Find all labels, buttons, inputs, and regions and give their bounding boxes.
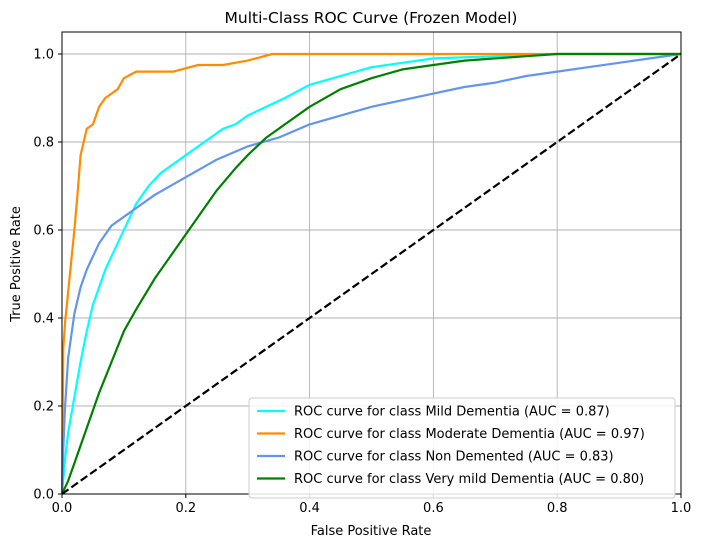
y-tick-label: 0.2 <box>33 400 54 415</box>
x-tick-label: 0.8 <box>547 501 568 516</box>
chart-title: Multi-Class ROC Curve (Frozen Model) <box>225 9 518 27</box>
legend: ROC curve for class Mild Dementia (AUC =… <box>248 397 676 499</box>
legend-entry-label: ROC curve for class Very mild Dementia (… <box>294 472 644 487</box>
y-tick-label: 1.0 <box>33 48 54 63</box>
x-tick-label: 0.2 <box>175 501 196 516</box>
y-axis-label: True Positive Rate <box>9 206 24 323</box>
series-line-1 <box>60 52 681 495</box>
series-lines <box>60 52 682 495</box>
y-tick-label: 0.0 <box>33 488 54 503</box>
y-tick-label: 0.6 <box>33 224 54 239</box>
series-line-3 <box>61 52 681 495</box>
legend-box <box>248 397 676 499</box>
y-tick-label: 0.8 <box>33 136 54 151</box>
x-tick-label: 0.6 <box>423 501 444 516</box>
series-line-2 <box>60 52 682 495</box>
legend-entry-label: ROC curve for class Mild Dementia (AUC =… <box>294 405 610 420</box>
y-tick-label: 0.4 <box>33 312 54 327</box>
series-line-0 <box>60 52 681 495</box>
x-tick-label: 1.0 <box>671 501 692 516</box>
x-tick-label: 0.4 <box>299 501 320 516</box>
x-axis-label: False Positive Rate <box>311 524 432 539</box>
legend-entry-label: ROC curve for class Non Demented (AUC = … <box>294 450 614 465</box>
chance-diagonal-line <box>61 53 682 495</box>
x-tick-label: 0.0 <box>52 501 73 516</box>
legend-entry-label: ROC curve for class Moderate Dementia (A… <box>294 427 645 442</box>
